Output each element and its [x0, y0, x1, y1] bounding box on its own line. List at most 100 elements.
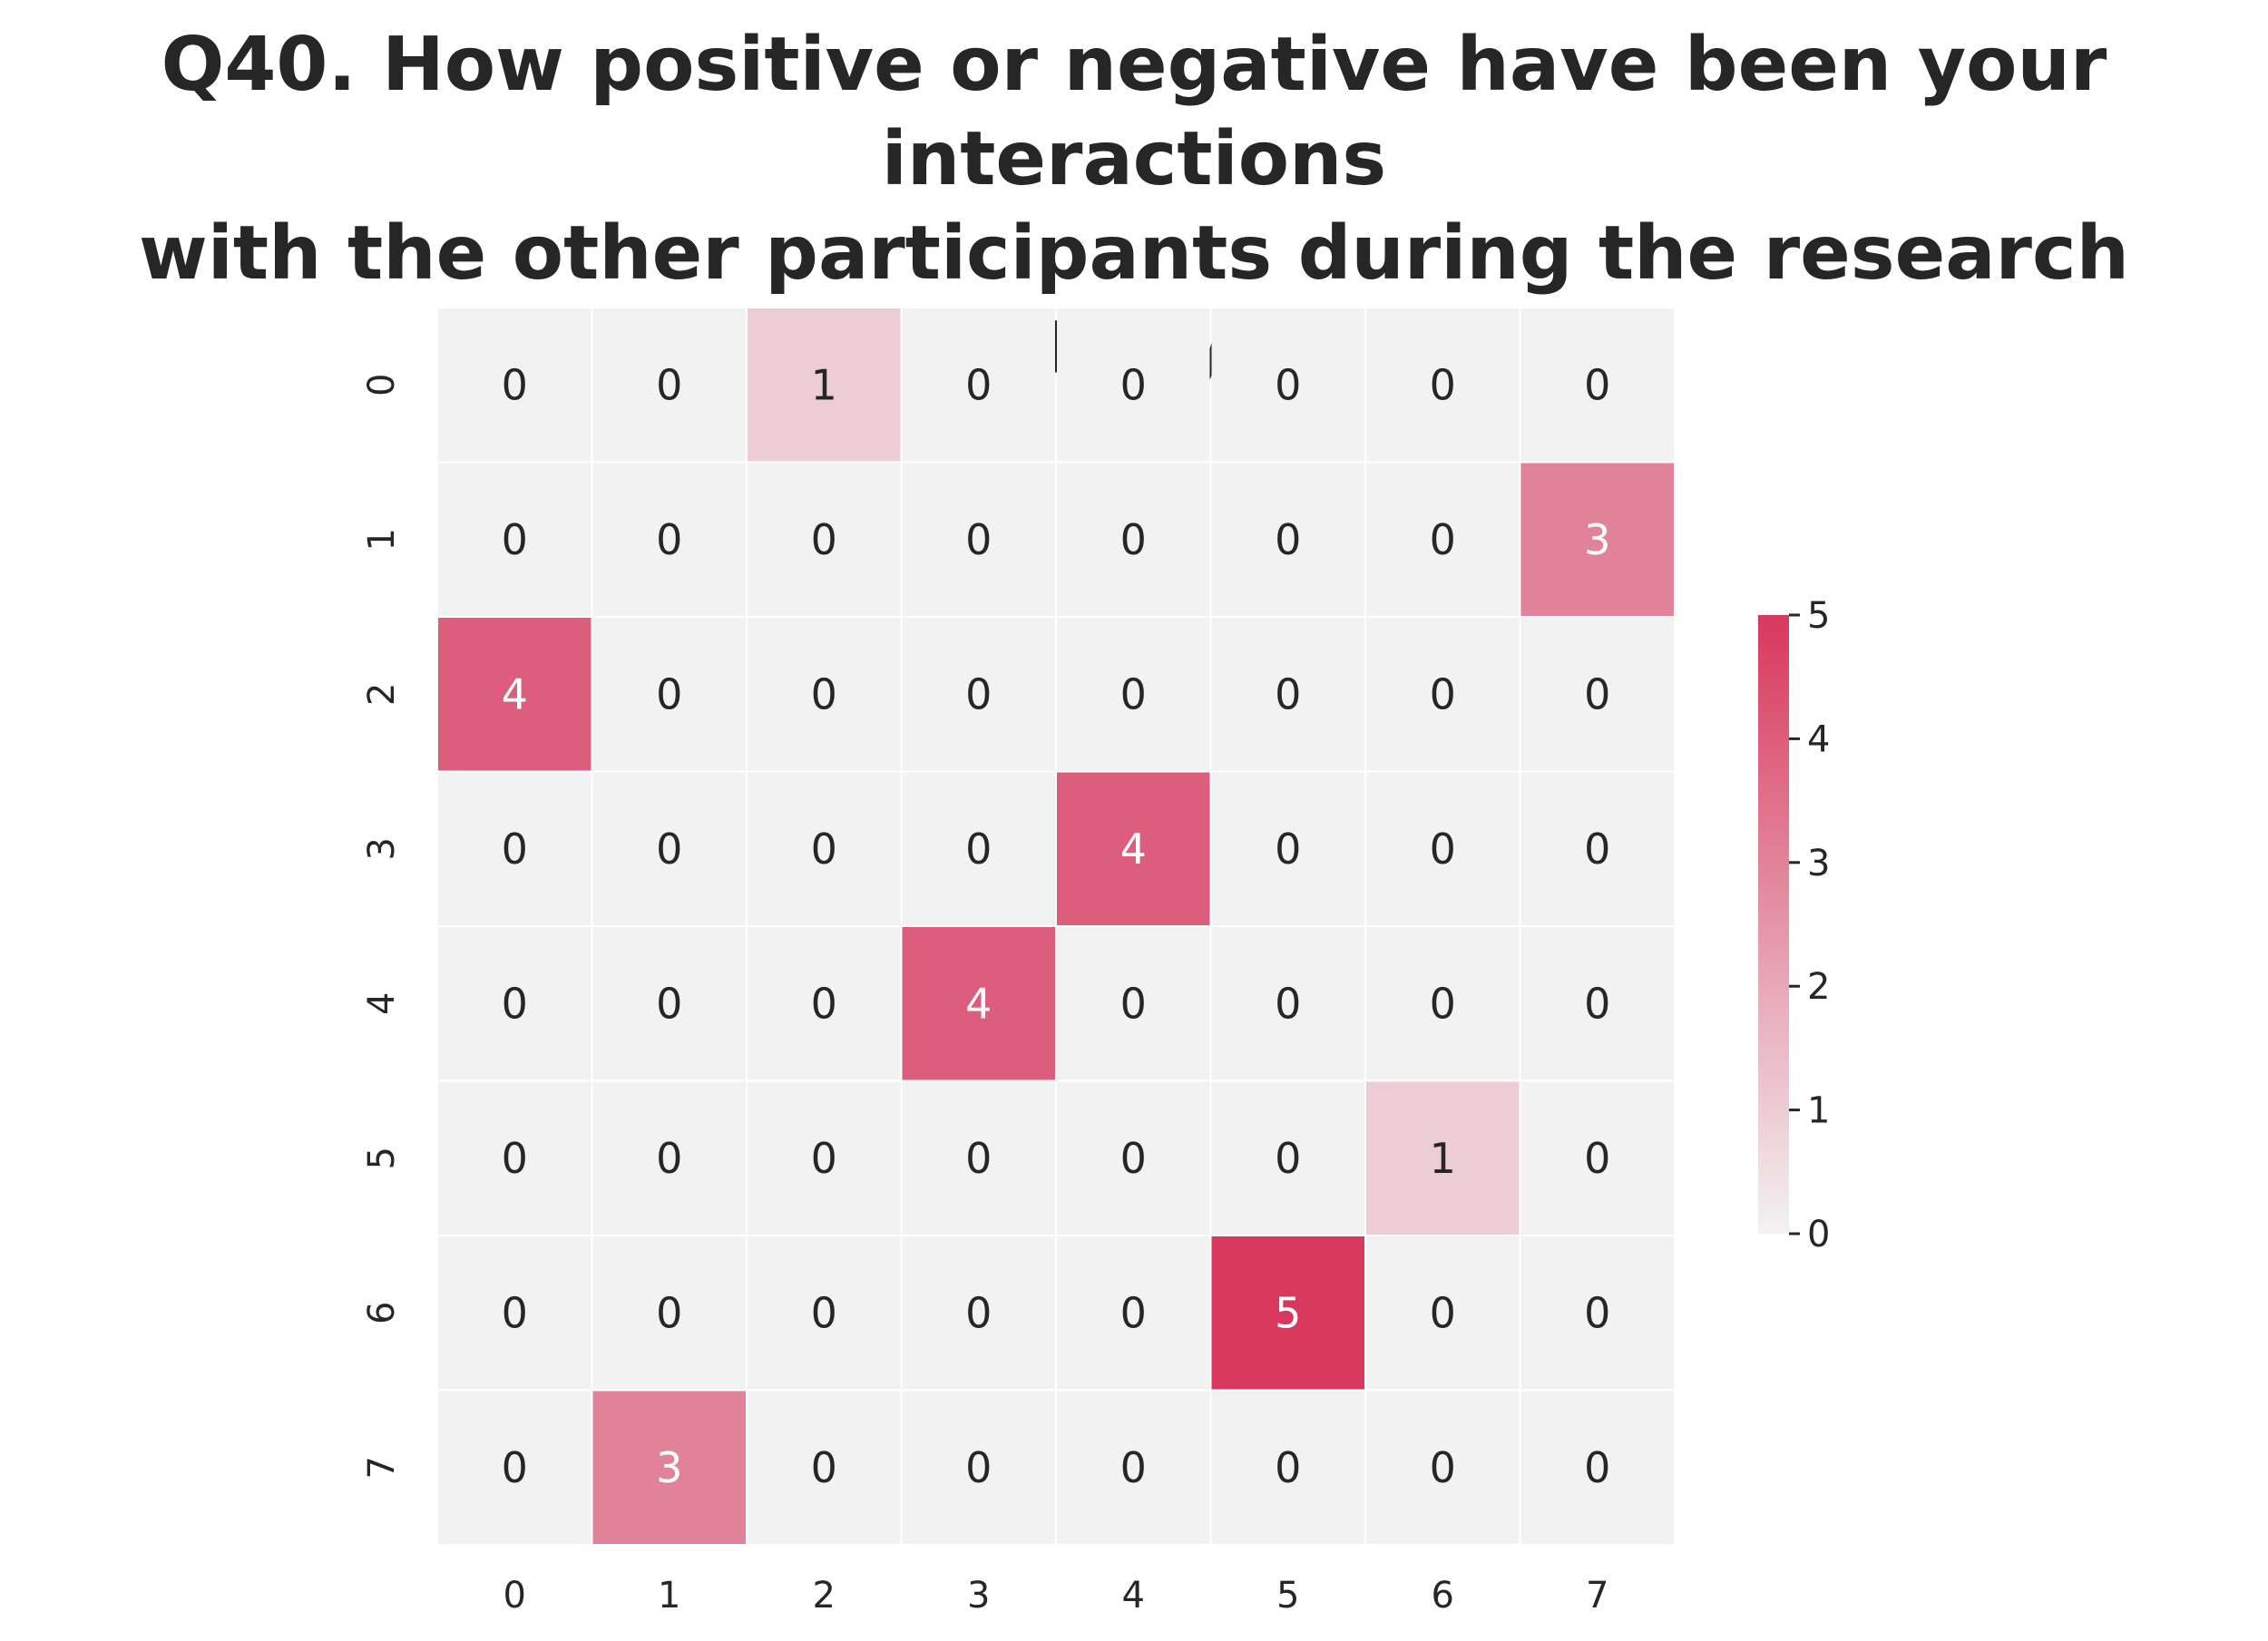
cell-value-r4-c4: 0 [1120, 979, 1147, 1028]
cell-value-r7-c7: 0 [1584, 1443, 1610, 1492]
cell-value-r7-c5: 0 [1275, 1443, 1301, 1492]
y-tick-label-2: 2 [361, 683, 403, 706]
cell-value-r5-c5: 0 [1275, 1134, 1301, 1183]
x-tick-label-2: 2 [813, 1575, 836, 1617]
cell-value-r0-c6: 0 [1430, 360, 1456, 409]
cell-value-r0-c7: 0 [1584, 360, 1610, 409]
heatmap-cell-r6-c2 [748, 1236, 901, 1390]
heatmap-cell-r2-c5 [1211, 618, 1364, 771]
heatmap-cell-r6-c5 [1211, 1236, 1364, 1390]
cell-value-r7-c3: 0 [965, 1443, 992, 1492]
heatmap-cell-r7-c4 [1057, 1391, 1210, 1544]
cell-value-r7-c4: 0 [1120, 1443, 1147, 1492]
cell-value-r2-c5: 0 [1275, 669, 1301, 718]
heatmap-cell-r5-c0 [438, 1081, 591, 1235]
cell-value-r0-c0: 0 [502, 360, 528, 409]
cell-value-r4-c3: 4 [965, 979, 992, 1028]
cell-value-r6-c2: 0 [811, 1288, 837, 1337]
cell-value-r5-c2: 0 [811, 1134, 837, 1183]
x-tick-label-7: 7 [1586, 1575, 1608, 1617]
cell-value-r1-c2: 0 [811, 515, 837, 564]
colorbar: 0 1 2 3 4 5 [1758, 595, 1830, 1255]
heatmap-cell-r5-c5 [1211, 1081, 1364, 1235]
heatmap-cell-r4-c1 [592, 927, 746, 1080]
y-tick-label-4: 4 [361, 992, 403, 1015]
cell-value-r6-c3: 0 [965, 1288, 992, 1337]
heatmap-cell-r5-c6 [1366, 1081, 1520, 1235]
cell-value-r0-c3: 0 [965, 360, 992, 409]
heatmap-cell-r6-c7 [1520, 1236, 1674, 1390]
cell-value-r0-c4: 0 [1120, 360, 1147, 409]
heatmap-cell-r3-c1 [592, 772, 746, 925]
heatmap-cell-r3-c3 [902, 772, 1055, 925]
heatmap-cell-r7-c6 [1366, 1391, 1520, 1544]
heatmap-cell-r3-c4 [1057, 772, 1210, 925]
heatmap-cell-r1-c6 [1366, 463, 1520, 616]
colorbar-tick-label-1: 1 [1807, 1090, 1830, 1132]
x-tick-label-5: 5 [1276, 1575, 1299, 1617]
heatmap-cell-r1-c0 [438, 463, 591, 616]
heatmap-cell-r0-c3 [902, 308, 1055, 462]
cell-value-r5-c4: 0 [1120, 1134, 1147, 1183]
heatmap-cell-r0-c6 [1366, 308, 1520, 462]
heatmap-cell-r4-c0 [438, 927, 591, 1080]
heatmap-cell-r5-c2 [748, 1081, 901, 1235]
heatmap-cell-r2-c0 [438, 618, 591, 771]
heatmap-cell-r1-c1 [592, 463, 746, 616]
heatmap-cells: 0 0 1 0 0 0 0 0 0 0 0 0 0 0 0 3 4 0 0 0 0 0 0 0 0 0 0 0 4 0 0 0 0 0 0 4 0 0 0 0… [438, 308, 1674, 1544]
y-axis-ticks: 0 1 2 3 4 5 6 7 [361, 374, 403, 1480]
cell-value-r2-c7: 0 [1584, 669, 1610, 718]
heatmap-cell-r3-c0 [438, 772, 591, 925]
heatmap-cell-r6-c4 [1057, 1236, 1210, 1390]
x-tick-label-0: 0 [503, 1575, 526, 1617]
y-tick-label-1: 1 [361, 528, 403, 551]
heatmap-cell-r4-c7 [1520, 927, 1674, 1080]
colorbar-gradient [1758, 615, 1789, 1234]
cell-value-r0-c2: 1 [811, 360, 837, 409]
cell-value-r5-c3: 0 [965, 1134, 992, 1183]
heatmap-cell-r2-c6 [1366, 618, 1520, 771]
cell-value-r3-c3: 0 [965, 825, 992, 874]
cell-value-r3-c6: 0 [1430, 825, 1456, 874]
heatmap-cell-r3-c5 [1211, 772, 1364, 925]
cell-value-r4-c0: 0 [502, 979, 528, 1028]
colorbar-tick-label-4: 4 [1807, 718, 1830, 760]
heatmap-cell-r2-c2 [748, 618, 901, 771]
cell-value-r1-c7: 3 [1584, 515, 1610, 564]
cell-value-r2-c6: 0 [1430, 669, 1456, 718]
cell-value-r4-c2: 0 [811, 979, 837, 1028]
cell-value-r1-c6: 0 [1430, 515, 1456, 564]
cell-value-r3-c2: 0 [811, 825, 837, 874]
cell-value-r1-c1: 0 [656, 515, 682, 564]
heatmap-cell-r2-c7 [1520, 618, 1674, 771]
cell-value-r6-c1: 0 [656, 1288, 682, 1337]
cell-value-r7-c0: 0 [502, 1443, 528, 1492]
y-tick-label-0: 0 [361, 374, 403, 396]
colorbar-tick-label-3: 3 [1807, 843, 1830, 884]
cell-value-r4-c7: 0 [1584, 979, 1610, 1028]
heatmap-cell-r5-c7 [1520, 1081, 1674, 1235]
heatmap-cell-r1-c2 [748, 463, 901, 616]
y-tick-label-7: 7 [361, 1456, 403, 1479]
heatmap-cell-r1-c4 [1057, 463, 1210, 616]
cell-value-r3-c1: 0 [656, 825, 682, 874]
y-tick-label-3: 3 [361, 837, 403, 860]
cell-value-r2-c4: 0 [1120, 669, 1147, 718]
cell-value-r6-c6: 0 [1430, 1288, 1456, 1337]
x-tick-label-6: 6 [1432, 1575, 1454, 1617]
cell-value-r6-c4: 0 [1120, 1288, 1147, 1337]
x-tick-label-1: 1 [658, 1575, 680, 1617]
cell-value-r7-c1: 3 [656, 1443, 682, 1492]
cell-value-r1-c0: 0 [502, 515, 528, 564]
heatmap-cell-r3-c2 [748, 772, 901, 925]
heatmap-cell-r4-c3 [902, 927, 1055, 1080]
cell-value-r1-c5: 0 [1275, 515, 1301, 564]
heatmap-cell-r7-c1 [592, 1391, 746, 1544]
cell-value-r4-c5: 0 [1275, 979, 1301, 1028]
heatmap-cell-r7-c7 [1520, 1391, 1674, 1544]
heatmap-cell-r1-c5 [1211, 463, 1364, 616]
heatmap-cell-r1-c3 [902, 463, 1055, 616]
heatmap-cell-r2-c4 [1057, 618, 1210, 771]
heatmap-cell-r6-c6 [1366, 1236, 1520, 1390]
heatmap-cell-r3-c7 [1520, 772, 1674, 925]
